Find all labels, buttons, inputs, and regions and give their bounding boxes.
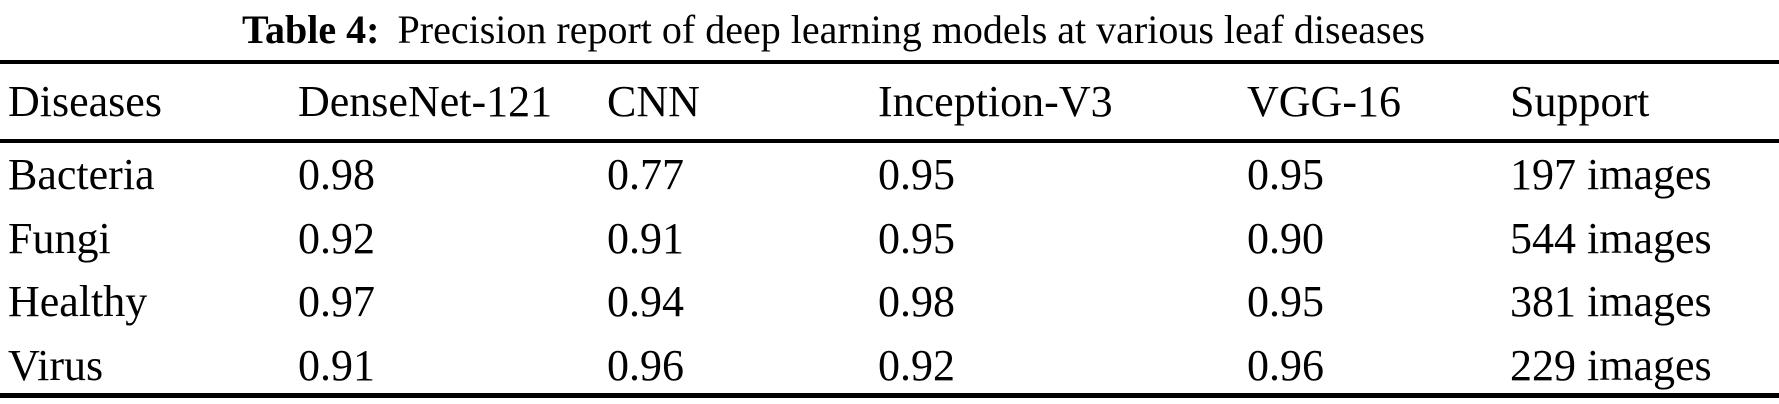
column-header-support: Support — [1510, 77, 1650, 126]
row-label-healthy: Healthy — [8, 277, 148, 327]
table-cell-support: 197 images — [1510, 150, 1712, 200]
caption-label: Table 4: — [242, 7, 380, 52]
column-header-densenet-121: DenseNet-121 — [298, 77, 553, 126]
top-rule — [0, 60, 1779, 64]
table-cell: 0.96 — [1247, 340, 1324, 390]
column-header-vgg-16: VGG-16 — [1247, 77, 1401, 126]
table-cell-support: 381 images — [1510, 277, 1712, 327]
table-cell: 0.90 — [1247, 213, 1324, 263]
table-cell: 0.95 — [1247, 277, 1324, 327]
table-cell: 0.91 — [607, 213, 684, 263]
table-cell-support: 544 images — [1510, 213, 1712, 263]
table-cell: 0.98 — [878, 277, 955, 327]
row-label-virus: Virus — [8, 340, 104, 390]
bottom-rule — [0, 393, 1779, 398]
table-cell: 0.77 — [607, 150, 684, 200]
table-cell: 0.91 — [298, 340, 375, 390]
table-cell: 0.96 — [607, 340, 684, 390]
column-header-inception-v3: Inception-V3 — [878, 77, 1113, 126]
table-cell: 0.97 — [298, 277, 375, 327]
table-cell-support: 229 images — [1510, 340, 1712, 390]
column-header-cnn: CNN — [607, 77, 700, 126]
table-cell: 0.95 — [878, 213, 955, 263]
row-label-fungi: Fungi — [8, 213, 111, 263]
table-cell: 0.95 — [878, 150, 955, 200]
precision-table: Diseases DenseNet-121 CNN Inception-V3 V… — [0, 64, 1779, 393]
table-cell: 0.92 — [298, 213, 375, 263]
header-rule — [0, 139, 1779, 143]
caption-text: Precision report of deep learning models… — [397, 7, 1425, 52]
table-cell: 0.95 — [1247, 150, 1324, 200]
column-header-diseases: Diseases — [8, 77, 162, 126]
table-cell: 0.98 — [298, 150, 375, 200]
table-cell: 0.94 — [607, 277, 684, 327]
table-caption: Table 4: Precision report of deep learnin… — [0, 2, 1779, 58]
row-label-bacteria: Bacteria — [8, 150, 155, 200]
table-cell: 0.92 — [878, 340, 955, 390]
